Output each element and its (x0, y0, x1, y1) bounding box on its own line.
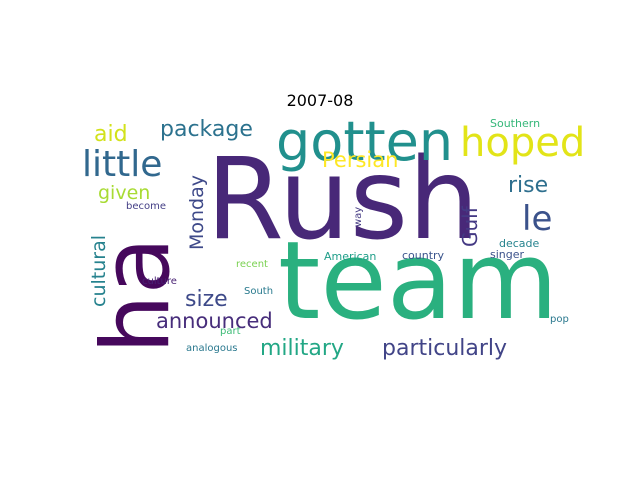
cloud-word: military (260, 336, 344, 361)
cloud-word: recent (236, 259, 268, 270)
cloud-word: rise (508, 173, 549, 198)
cloud-word: pop (550, 314, 569, 325)
cloud-word: particularly (382, 336, 508, 361)
cloud-word: aid (94, 122, 128, 147)
cloud-word: Persian (322, 148, 399, 172)
cloud-word: le (522, 199, 553, 239)
cloud-word: announced (156, 309, 273, 333)
cloud-word: analogous (186, 343, 238, 354)
cloud-word: gotten (276, 110, 454, 173)
cloud-word: American (324, 250, 377, 263)
cloud-word: little (82, 144, 163, 185)
cloud-word: country (402, 249, 445, 262)
word-cloud: Rush team ha gotten hoped little le package aid P… (80, 110, 585, 365)
cloud-word: given (98, 182, 151, 204)
cloud-word: part (220, 326, 241, 337)
cloud-word: Southern (490, 117, 541, 130)
cloud-word: singer (490, 248, 525, 261)
cloud-word: become (126, 201, 167, 212)
cloud-word: decade (499, 237, 540, 250)
cloud-word: way (353, 206, 364, 227)
cloud-word: South (244, 286, 274, 297)
cloud-word: team (278, 219, 559, 344)
cloud-word: package (160, 117, 253, 142)
cloud-word: hoped (460, 120, 586, 166)
cloud-word: Rush (206, 135, 480, 265)
cloud-word: cultural (88, 235, 110, 307)
cloud-word: size (185, 287, 228, 312)
chart-title: 2007-08 (286, 91, 354, 110)
cloud-word: Gulf (458, 206, 482, 247)
cloud-word: Monday (186, 174, 208, 250)
cloud-word: culture (142, 276, 177, 287)
